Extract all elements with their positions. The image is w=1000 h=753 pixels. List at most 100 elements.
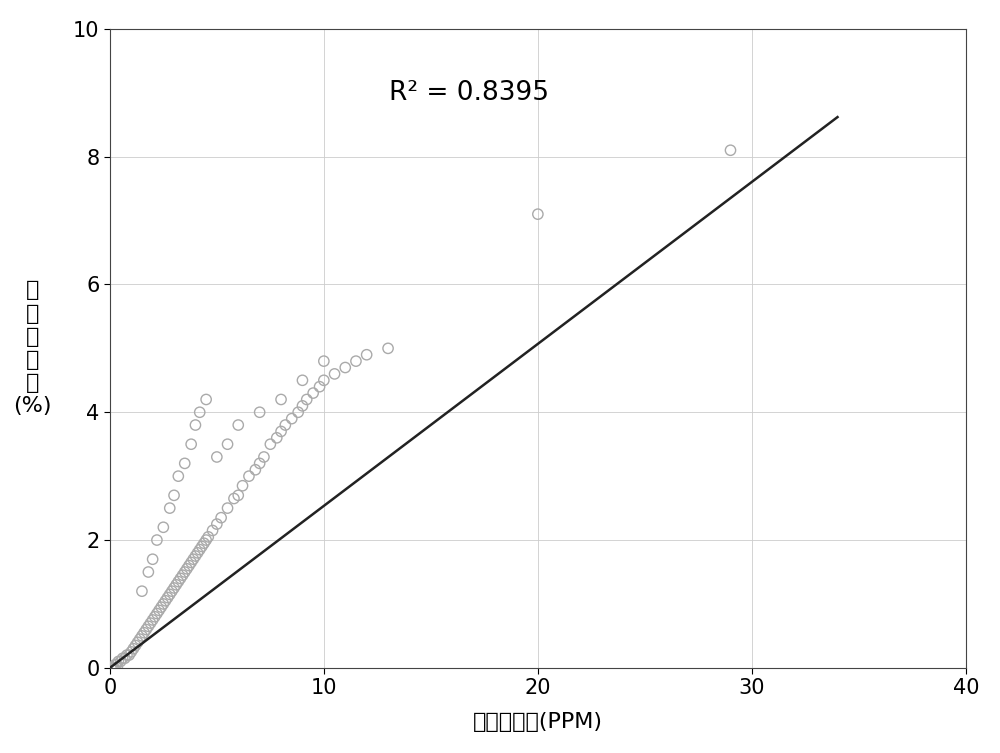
Point [162, 588, 178, 600]
Point [284, 413, 300, 425]
Point [269, 431, 285, 444]
Y-axis label: 有
机
砖
含
量
(%): 有 机 砖 含 量 (%) [14, 280, 52, 416]
Point [235, 480, 251, 492]
Point [105, 662, 121, 674]
Point [107, 659, 123, 671]
Point [134, 585, 150, 597]
Point [170, 470, 186, 482]
Point [164, 585, 180, 597]
Point [151, 605, 167, 617]
Point [220, 502, 236, 514]
Point [134, 630, 150, 642]
Point [119, 649, 135, 661]
Point [273, 394, 289, 406]
Point [155, 598, 171, 610]
Point [299, 394, 315, 406]
Point [140, 566, 156, 578]
Point [170, 575, 186, 587]
Point [294, 400, 310, 412]
Point [305, 387, 321, 399]
Point [140, 620, 156, 633]
Point [145, 553, 161, 566]
Point [130, 636, 146, 648]
Point [348, 355, 364, 367]
Point [177, 457, 193, 469]
Point [175, 569, 191, 581]
Point [110, 655, 126, 667]
Point [181, 559, 197, 572]
Point [172, 572, 188, 584]
Point [183, 556, 199, 569]
Point [113, 655, 129, 667]
Point [108, 659, 124, 671]
Point [252, 457, 268, 469]
Point [104, 662, 120, 674]
Point [316, 374, 332, 386]
Point [294, 374, 310, 386]
Point [142, 617, 158, 630]
Point [220, 438, 236, 450]
Point [262, 438, 278, 450]
Point [722, 145, 738, 157]
Point [153, 601, 169, 613]
X-axis label: 岩石鑰含量(PPM): 岩石鑰含量(PPM) [473, 712, 603, 732]
Point [226, 492, 242, 505]
Point [185, 553, 201, 566]
Point [179, 562, 195, 575]
Point [530, 208, 546, 220]
Point [290, 406, 306, 418]
Point [166, 489, 182, 501]
Point [166, 582, 182, 594]
Point [200, 531, 216, 543]
Point [157, 595, 173, 607]
Point [187, 550, 203, 562]
Point [273, 425, 289, 437]
Point [209, 518, 225, 530]
Point [241, 470, 257, 482]
Point [359, 349, 375, 361]
Point [125, 642, 141, 654]
Point [194, 541, 210, 553]
Point [252, 406, 268, 418]
Point [192, 544, 208, 556]
Point [117, 652, 133, 664]
Point [106, 662, 122, 674]
Point [177, 566, 193, 578]
Point [198, 534, 214, 546]
Point [168, 579, 184, 591]
Point [103, 662, 119, 674]
Point [196, 537, 212, 549]
Point [256, 451, 272, 463]
Point [312, 381, 328, 393]
Point [205, 524, 221, 536]
Point [149, 608, 165, 620]
Point [247, 464, 263, 476]
Point [145, 614, 161, 626]
Point [230, 489, 246, 501]
Text: R² = 0.8395: R² = 0.8395 [389, 80, 549, 105]
Point [123, 646, 139, 658]
Point [136, 626, 152, 639]
Point [209, 451, 225, 463]
Point [192, 406, 208, 418]
Point [121, 649, 137, 661]
Point [198, 394, 214, 406]
Point [213, 512, 229, 524]
Point [155, 521, 171, 533]
Point [380, 343, 396, 355]
Point [230, 419, 246, 431]
Point [277, 419, 293, 431]
Point [162, 502, 178, 514]
Point [337, 361, 353, 373]
Point [187, 419, 203, 431]
Point [190, 547, 206, 559]
Point [147, 611, 163, 623]
Point [327, 368, 343, 380]
Point [149, 534, 165, 546]
Point [115, 652, 131, 664]
Point [183, 438, 199, 450]
Point [109, 662, 125, 674]
Point [132, 633, 148, 645]
Point [160, 592, 176, 604]
Point [138, 623, 154, 636]
